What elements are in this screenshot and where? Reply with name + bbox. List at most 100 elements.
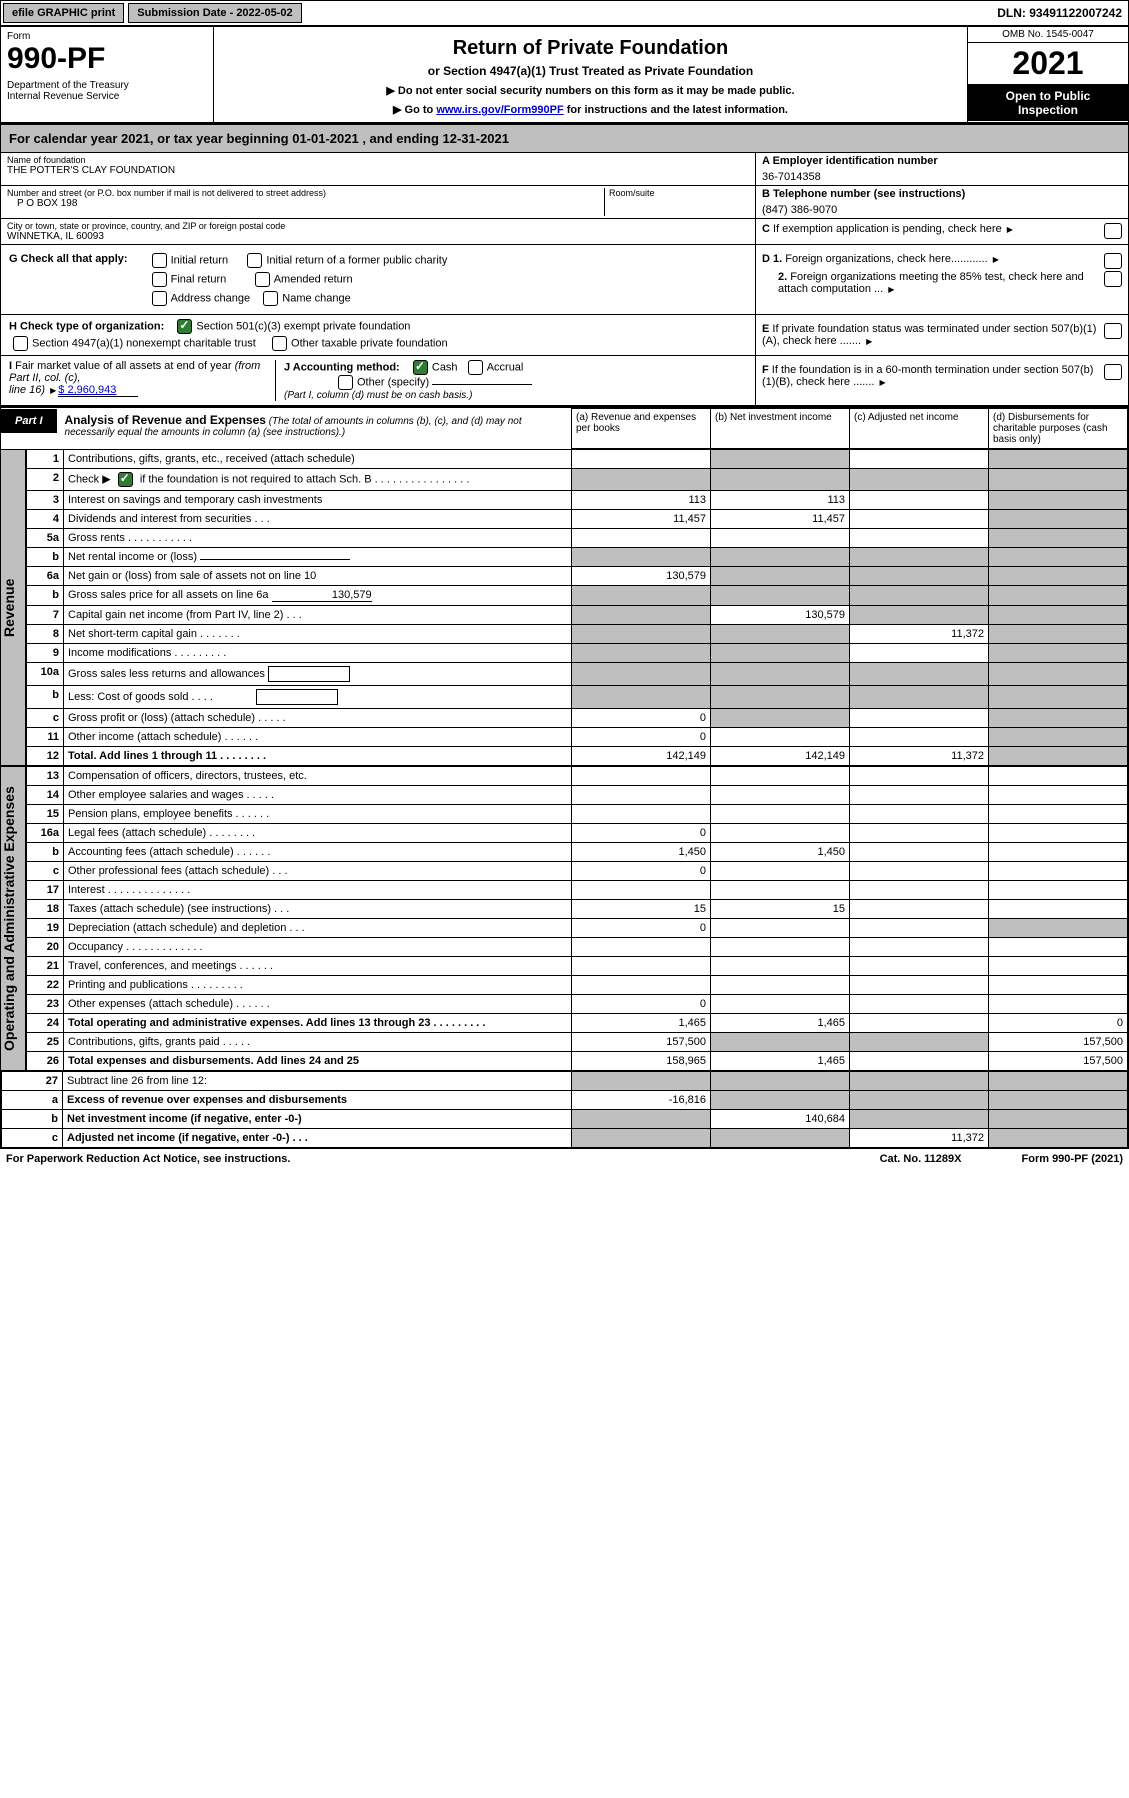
open-public: Open to Public Inspection — [968, 85, 1128, 121]
name-label: Name of foundation — [7, 155, 749, 165]
r13-desc: Compensation of officers, directors, tru… — [64, 767, 572, 786]
form-title: Return of Private Foundation — [220, 37, 961, 60]
block-g: G Check all that apply: Initial return I… — [1, 245, 1128, 315]
r1-desc: Contributions, gifts, grants, etc., rece… — [64, 450, 572, 469]
r15-desc: Pension plans, employee benefits . . . .… — [64, 805, 572, 824]
opt-4947: Section 4947(a)(1) nonexempt charitable … — [32, 337, 256, 349]
r22-num: 22 — [27, 976, 64, 995]
r27a-num: a — [2, 1091, 63, 1110]
chk-other-method[interactable] — [338, 375, 353, 390]
j-note: (Part I, column (d) must be on cash basi… — [284, 390, 747, 401]
chk-amended[interactable] — [255, 272, 270, 287]
r27c-desc: Adjusted net income (if negative, enter … — [63, 1129, 572, 1148]
chk-schb[interactable] — [118, 472, 133, 487]
part1-title: Analysis of Revenue and Expenses — [65, 413, 266, 427]
r3-a: 113 — [572, 491, 711, 510]
r25-d: 157,500 — [989, 1033, 1128, 1052]
r7-b: 130,579 — [711, 606, 850, 625]
chk-initial[interactable] — [152, 253, 167, 268]
form-label: Form — [7, 31, 207, 42]
tax-year: 2021 — [968, 43, 1128, 85]
chk-other-taxable[interactable] — [272, 336, 287, 351]
chk-address[interactable] — [152, 291, 167, 306]
expenses-section: Operating and Administrative Expenses 13… — [1, 766, 1128, 1071]
header-right: OMB No. 1545-0047 2021 Open to Public In… — [967, 27, 1128, 122]
opt-final: Final return — [171, 273, 227, 285]
c-checkbox[interactable] — [1104, 223, 1122, 239]
h-label: H Check type of organization: — [9, 320, 164, 332]
r5a-desc: Gross rents . . . . . . . . . . . — [64, 529, 572, 548]
i-label: I Fair market value of all assets at end… — [9, 360, 269, 384]
r4-a: 11,457 — [572, 510, 711, 529]
r27b-desc: Net investment income (if negative, ente… — [63, 1110, 572, 1129]
r17-num: 17 — [27, 881, 64, 900]
r10a-num: 10a — [27, 663, 64, 686]
header-left: Form 990-PF Department of the Treasury I… — [1, 27, 214, 122]
chk-501c3[interactable] — [177, 319, 192, 334]
r10b-num: b — [27, 686, 64, 709]
ein-value: 36-7014358 — [762, 167, 1122, 183]
chk-cash[interactable] — [413, 360, 428, 375]
r11-num: 11 — [27, 728, 64, 747]
chk-initial-former[interactable] — [247, 253, 262, 268]
efile-print-button[interactable]: efile GRAPHIC print — [3, 3, 124, 23]
r20-num: 20 — [27, 938, 64, 957]
r5b-num: b — [27, 548, 64, 567]
col-a-header: (a) Revenue and expenses per books — [572, 409, 711, 449]
submission-date: Submission Date - 2022-05-02 — [128, 3, 301, 23]
form-header: Form 990-PF Department of the Treasury I… — [1, 27, 1128, 125]
irs-link[interactable]: www.irs.gov/Form990PF — [436, 104, 563, 116]
d1-checkbox[interactable] — [1104, 253, 1122, 269]
r15-num: 15 — [27, 805, 64, 824]
r26-d: 157,500 — [989, 1052, 1128, 1071]
e-label: E If private foundation status was termi… — [762, 323, 1100, 347]
ein-label: A Employer identification number — [762, 155, 1122, 167]
r2-num: 2 — [27, 469, 64, 491]
opt-initial: Initial return — [171, 254, 228, 266]
opt-other-taxable: Other taxable private foundation — [291, 337, 448, 349]
f-checkbox[interactable] — [1104, 364, 1122, 380]
r24-num: 24 — [27, 1014, 64, 1033]
r16b-a: 1,450 — [572, 843, 711, 862]
r16b-b: 1,450 — [711, 843, 850, 862]
r26-a: 158,965 — [572, 1052, 711, 1071]
r26-desc: Total expenses and disbursements. Add li… — [64, 1052, 572, 1071]
part1-tag: Part I — [1, 409, 57, 433]
opt-address: Address change — [171, 292, 251, 304]
r3-b: 113 — [711, 491, 850, 510]
r6a-num: 6a — [27, 567, 64, 586]
r13-num: 13 — [27, 767, 64, 786]
r23-num: 23 — [27, 995, 64, 1014]
phone-value: (847) 386-9070 — [762, 200, 1122, 216]
c-label: C If exemption application is pending, c… — [762, 223, 1100, 239]
chk-final[interactable] — [152, 272, 167, 287]
r2-desc: Check ▶ if the foundation is not require… — [64, 469, 572, 491]
room-label: Room/suite — [609, 188, 749, 198]
r11-a: 0 — [572, 728, 711, 747]
name-row: Name of foundation THE POTTER'S CLAY FOU… — [1, 153, 1128, 186]
r27-desc: Subtract line 26 from line 12: — [63, 1072, 572, 1091]
r27b-num: b — [2, 1110, 63, 1129]
d2-checkbox[interactable] — [1104, 271, 1122, 287]
chk-4947[interactable] — [13, 336, 28, 351]
r12-b: 142,149 — [711, 747, 850, 766]
e-checkbox[interactable] — [1104, 323, 1122, 339]
footer-right: Form 990-PF (2021) — [1022, 1153, 1124, 1165]
dept-treasury: Department of the Treasury Internal Reve… — [7, 80, 207, 102]
fmv-value[interactable]: $ 2,960,943 — [58, 384, 138, 397]
chk-accrual[interactable] — [468, 360, 483, 375]
form-note1: ▶ Do not enter social security numbers o… — [220, 84, 961, 97]
chk-name[interactable] — [263, 291, 278, 306]
r27b-b: 140,684 — [711, 1110, 850, 1129]
r5a-num: 5a — [27, 529, 64, 548]
r12-c: 11,372 — [850, 747, 989, 766]
calendar-year-row: For calendar year 2021, or tax year begi… — [1, 125, 1128, 153]
r19-num: 19 — [27, 919, 64, 938]
r16b-num: b — [27, 843, 64, 862]
opt-other-method: Other (specify) — [357, 376, 429, 388]
r16a-a: 0 — [572, 824, 711, 843]
dln: DLN: 93491122007242 — [997, 6, 1128, 20]
foundation-name: THE POTTER'S CLAY FOUNDATION — [7, 165, 749, 176]
r18-a: 15 — [572, 900, 711, 919]
r22-desc: Printing and publications . . . . . . . … — [64, 976, 572, 995]
